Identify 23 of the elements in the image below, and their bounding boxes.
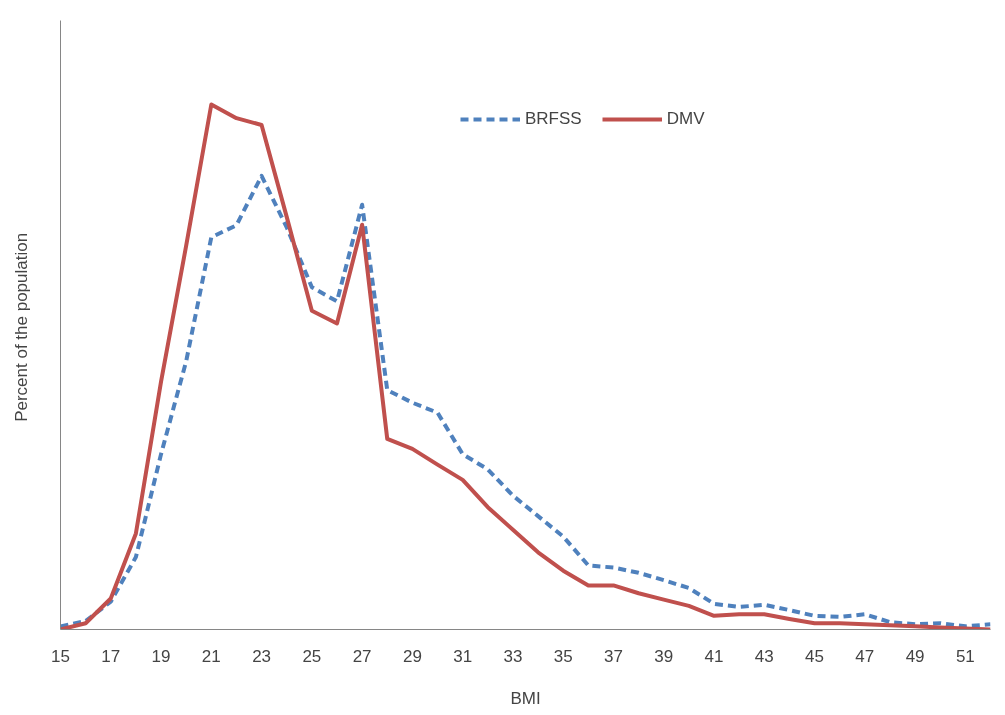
x-tick-label: 17 [101,646,121,666]
y-axis-title: Percent of the population [11,232,31,422]
x-tick-label: 47 [855,646,875,666]
x-axis-title: BMI [510,688,541,708]
x-tick-label: 15 [51,646,70,666]
x-tick-label: 23 [252,646,272,666]
x-tick-label: 27 [352,646,372,666]
x-tick-label: 37 [604,646,623,666]
x-tick-label: 49 [905,646,925,666]
x-tick-label: 45 [805,646,825,666]
x-tick-label: 19 [151,646,171,666]
x-tick-label: 29 [402,646,422,666]
legend-label: BRFSS [525,109,582,129]
x-tick-label: 31 [453,646,473,666]
x-tick-label: 35 [553,646,573,666]
legend-label: DMV [666,109,705,129]
x-tick-label: 21 [201,646,221,666]
x-tick-label: 33 [503,646,523,666]
x-tick-label: 43 [754,646,774,666]
x-tick-label: 51 [955,646,975,666]
x-tick-label: 25 [302,646,322,666]
x-tick-label: 41 [704,646,724,666]
x-tick-label: 39 [654,646,674,666]
